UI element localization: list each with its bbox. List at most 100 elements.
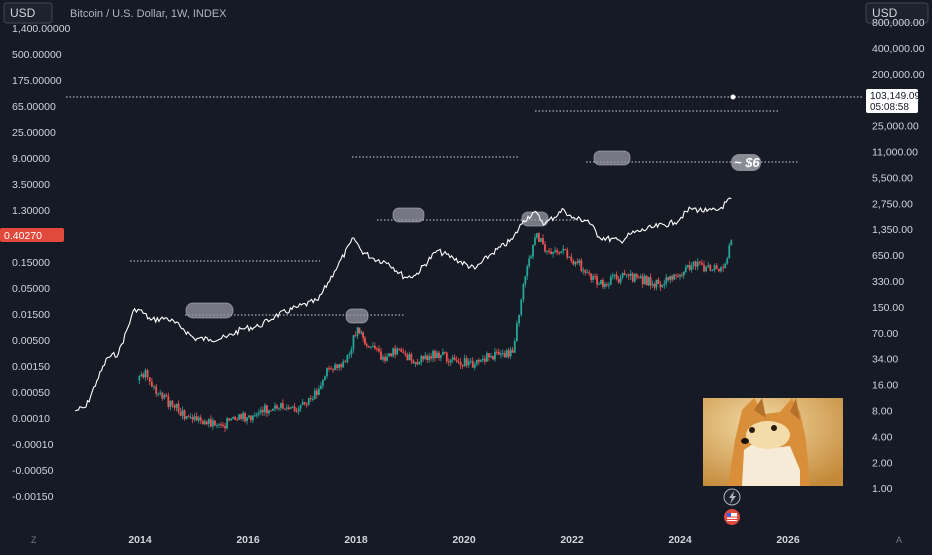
- candle-body: [625, 274, 628, 276]
- candle-body: [392, 348, 395, 357]
- candle-body: [257, 412, 260, 415]
- candle-body: [281, 403, 284, 409]
- candle-body: [596, 276, 598, 285]
- annotation-text: ~ $6: [734, 155, 760, 170]
- y-left-tick-label: -0.00050: [12, 465, 54, 477]
- highlight-box-2015: [185, 302, 234, 319]
- candle-body: [623, 273, 626, 275]
- candle-body: [443, 351, 446, 353]
- candle-body: [369, 346, 372, 348]
- candle-body: [627, 274, 630, 277]
- candle-body: [522, 284, 525, 300]
- candle-body: [677, 275, 679, 277]
- candle-body: [309, 398, 312, 400]
- candle-body: [465, 358, 468, 366]
- us-flag-icon[interactable]: [724, 509, 740, 525]
- candle-body: [291, 406, 294, 408]
- candle-body: [657, 279, 660, 285]
- candle-body: [412, 360, 415, 364]
- candle-body: [582, 270, 585, 272]
- candle-body: [707, 265, 710, 267]
- candle-body: [445, 352, 448, 362]
- candle-body: [400, 349, 403, 352]
- candle-body: [434, 351, 436, 359]
- candle-body: [629, 273, 632, 277]
- candle-body: [165, 394, 168, 397]
- candle-body: [701, 262, 703, 265]
- candle-body: [509, 349, 512, 357]
- candle-body: [488, 353, 490, 358]
- currency-right-label: USD: [872, 6, 898, 20]
- candle-body: [562, 248, 565, 252]
- candle-body: [520, 299, 523, 315]
- candle-body: [619, 277, 622, 283]
- x-tick-label: 2020: [452, 534, 476, 546]
- candle-body: [613, 274, 616, 276]
- candle-body: [362, 332, 365, 338]
- candle-body: [299, 404, 302, 409]
- y-right-tick-label: 800,000.00: [872, 17, 925, 29]
- candle-body: [584, 270, 587, 273]
- left-price-badge: 0.40270: [0, 228, 64, 242]
- candle-body: [317, 388, 320, 395]
- candle-body: [268, 410, 270, 414]
- candle-body: [457, 361, 460, 363]
- candle-body: [728, 245, 731, 259]
- candle-body: [499, 353, 502, 355]
- candle-body: [536, 233, 538, 238]
- lightning-icon[interactable]: [723, 488, 741, 506]
- candle-body: [720, 267, 722, 272]
- candle-body: [532, 244, 534, 257]
- x-tick-label: 2026: [776, 534, 800, 546]
- y-right-tick-label: 16.00: [872, 380, 898, 392]
- candle-body: [501, 353, 504, 355]
- candle-body: [365, 344, 368, 347]
- candle-body: [671, 275, 674, 280]
- currency-selector-left[interactable]: USD: [3, 2, 53, 24]
- log-scale-icon[interactable]: A: [896, 535, 902, 545]
- auto-scale-icon[interactable]: Z: [31, 535, 37, 545]
- candle-body: [278, 407, 280, 409]
- candle-body: [682, 272, 685, 276]
- left-price-value: 0.40270: [4, 230, 42, 242]
- candle-body: [554, 250, 557, 253]
- candle-body: [250, 415, 252, 421]
- y-right-tick-label: 4.00: [872, 431, 893, 443]
- current-price-badge: 103,149.09 05:08:58: [866, 89, 920, 113]
- candle-body: [238, 414, 241, 420]
- y-right-tick-label: 200,000.00: [872, 69, 925, 81]
- candle-body: [396, 348, 399, 355]
- candle-body: [607, 284, 610, 286]
- candle-body: [715, 265, 718, 269]
- candle-body: [305, 403, 308, 405]
- candle-body: [461, 365, 464, 367]
- candle-body: [185, 416, 188, 419]
- y-right-tick-label: 70.00: [872, 328, 898, 340]
- currency-selector-right[interactable]: USD: [865, 2, 929, 24]
- candle-body: [167, 396, 170, 407]
- y-left-tick-label: 25.00000: [12, 127, 56, 139]
- candle-body: [705, 266, 707, 272]
- candle-body: [424, 355, 427, 360]
- candle-body: [320, 385, 322, 389]
- candle-body: [354, 335, 357, 337]
- candle-body: [315, 390, 318, 395]
- candle-body: [293, 406, 296, 412]
- candle-body: [436, 352, 438, 359]
- candle-body: [469, 360, 472, 362]
- candle-body: [197, 417, 200, 421]
- candle-body: [220, 424, 222, 426]
- candle-body: [248, 415, 250, 418]
- candle-body: [313, 390, 316, 399]
- bar-countdown: 05:08:58: [870, 102, 909, 113]
- candle-body: [279, 403, 282, 408]
- candle-body: [440, 355, 442, 358]
- candle-body: [398, 348, 401, 350]
- candle-body: [175, 403, 178, 408]
- candle-body: [384, 356, 386, 361]
- candle-body: [694, 261, 697, 267]
- candle-body: [402, 351, 405, 354]
- candle-body: [334, 364, 336, 370]
- candle-body: [259, 410, 262, 413]
